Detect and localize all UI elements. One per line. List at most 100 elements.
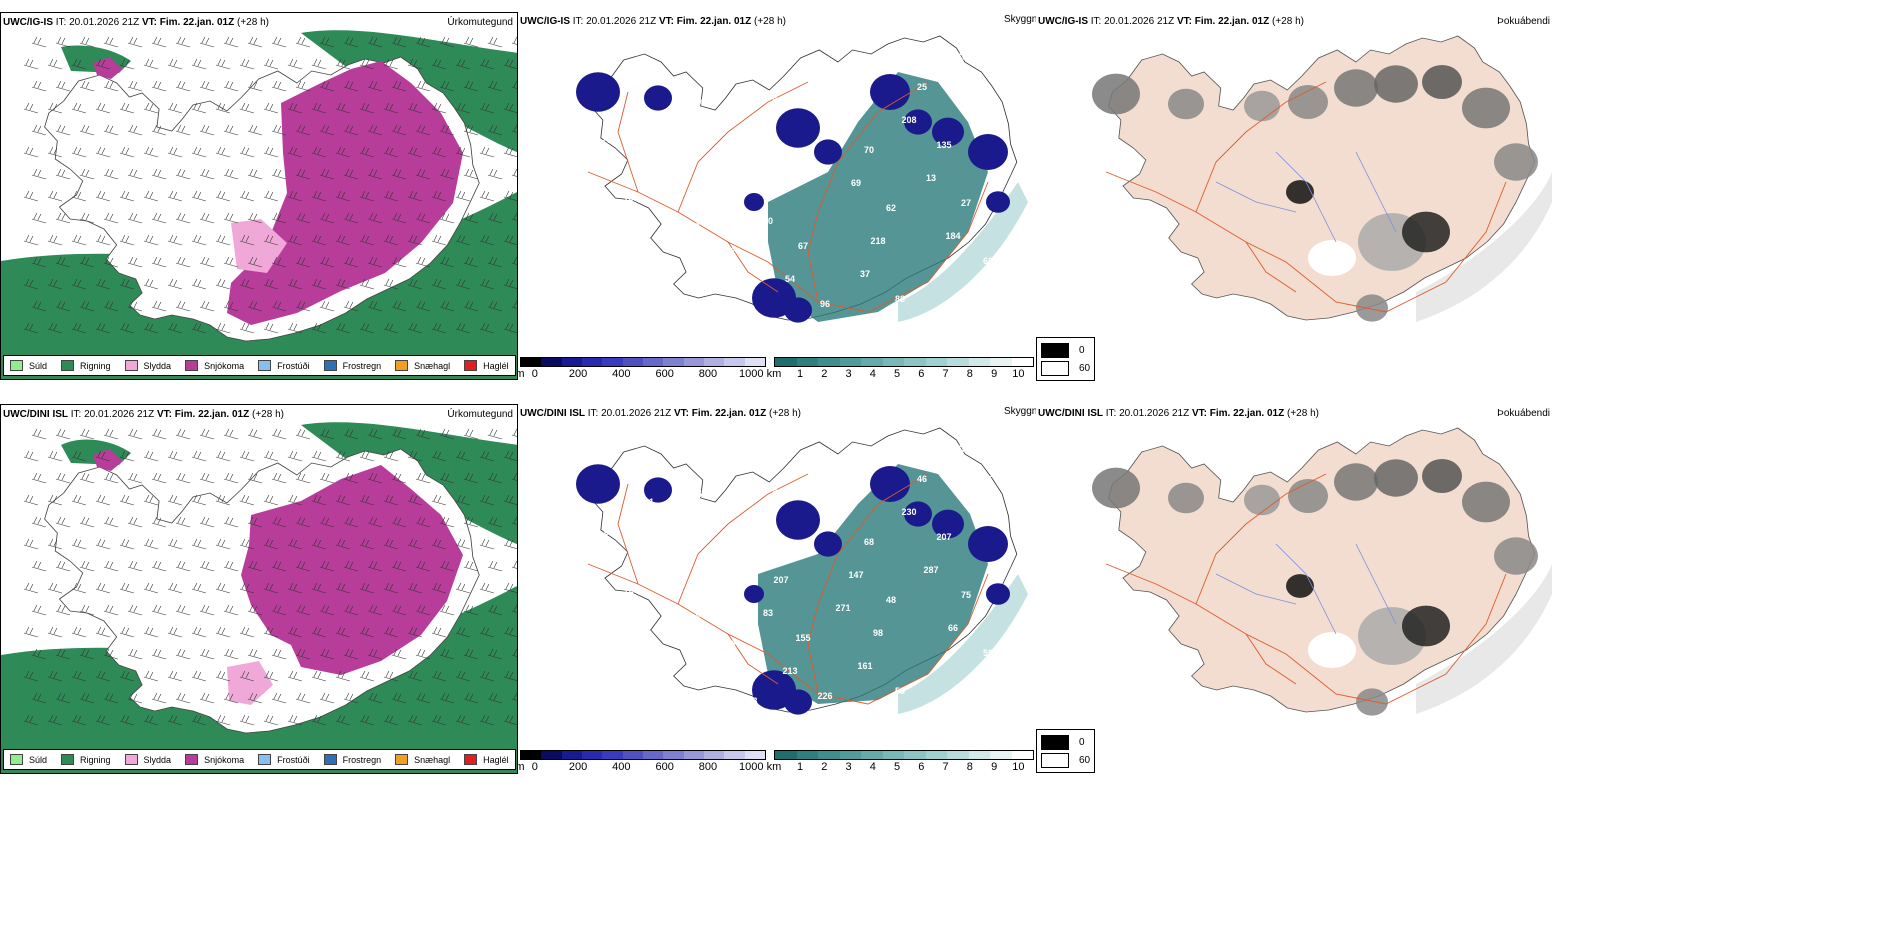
wind-barb [47,322,62,334]
wind-barb [31,472,46,484]
colorbar-tick: 1000 [738,368,764,380]
fog-legend-swatch [1041,342,1069,358]
visibility-label: 88 [895,294,905,304]
legend-label: Rigning [80,754,111,765]
wind-barb [367,472,382,484]
wind-barb [463,516,478,528]
wind-barb [487,428,502,440]
visibility-map: 69 104 35 62 60 80 78 70 27 68 50 99 135 135 152 96 25 27… [576,35,1028,323]
wind-barb [31,168,46,180]
visibility-label: 135 [936,140,951,150]
wind-barb [319,300,334,312]
wind-barb [311,190,326,202]
colorbar-step [744,751,765,759]
wind-barb [343,472,358,484]
colorbar-step [839,358,861,366]
wind-barb [431,626,446,638]
visibility-label: 55 [666,163,676,173]
visibility-label: 193 [742,696,757,706]
wind-barb [503,102,517,114]
wind-barb [455,670,470,682]
colorbar-tick: 400 [612,368,631,380]
visibility-label: 271 [835,603,850,613]
legend-label: Snæhagl [414,360,451,371]
wind-barb [95,322,110,334]
wind-barb [119,538,134,550]
wind-barb [487,604,502,616]
wind-barb [263,450,278,462]
visibility-label: 65 [992,77,1002,87]
map-layer [1,422,517,773]
wind-barb [263,146,278,158]
wind-barb [335,146,350,158]
wind-barb [511,516,517,525]
wind-barb [391,168,406,180]
wind-barb [47,146,62,158]
wind-barb [175,256,190,268]
wind-barb [55,80,70,92]
wind-barb [431,670,446,682]
mountain-elevation [644,85,672,111]
visibility-label: 99 [842,87,852,97]
colorbar-tick: 600 [655,761,674,773]
snow-area [227,61,463,325]
road-network [587,473,989,705]
colorbar-tick: 7 [942,761,949,773]
colorbar-step [818,751,840,759]
wind-barb [391,212,406,224]
mountain-elevation [784,297,812,323]
wind-barb [191,146,206,158]
snow-area [241,465,463,675]
wind-barb [79,124,94,136]
wind-barb [247,168,262,180]
wind-barb [335,58,350,70]
wind-barb [247,212,262,224]
snow-area [93,449,123,471]
wind-barb [151,300,166,312]
wind-barb [167,670,182,682]
colorbar-step [968,751,990,759]
legend-swatch [323,360,337,371]
fog-index-area [1286,574,1314,598]
wind-barb [127,36,142,48]
colorbar-step [683,751,704,759]
wind-barb [463,428,478,440]
wind-barb [127,168,142,180]
fog-index-area [1356,688,1388,716]
wind-barb [391,604,406,616]
wind-barb [239,626,254,638]
wind-barb [199,80,214,92]
wind-barb [223,516,238,528]
colorbar-step [602,358,623,366]
wind-barb [71,58,86,70]
wind-barb [191,278,206,290]
wind-barb [55,36,70,48]
visibility-label: 336 [804,454,819,464]
wind-barb [431,146,446,158]
wind-barb [391,648,406,660]
mountain-elevation [932,509,964,539]
wind-barb [263,102,278,114]
legend-label: Slydda [143,754,172,765]
wind-barb [47,494,62,506]
wind-barb [143,190,158,202]
visibility-label: 155 [795,633,810,643]
map-layer [1092,35,1552,322]
wind-barb [415,300,430,312]
wind-barb [367,560,382,572]
fog-area [1416,564,1552,714]
wind-barb [463,648,478,660]
wind-barb [383,278,398,290]
wind-barb [271,692,286,704]
wind-barb [311,538,326,550]
wind-barb [431,190,446,202]
fog-index-map [1092,427,1552,716]
legend-item: Snjókoma [185,754,244,765]
colorbar-tick: 5 [894,761,901,773]
wind-barb [311,494,326,506]
wind-barb [103,256,118,268]
wind-barb [55,168,70,180]
wind-barb [167,58,182,70]
wind-barb [143,670,158,682]
wind-barb [343,36,358,48]
